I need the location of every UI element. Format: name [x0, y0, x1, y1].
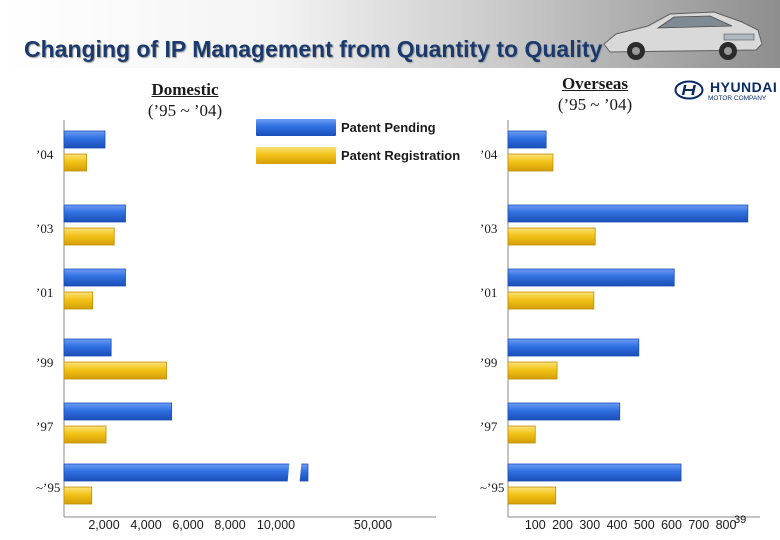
- domestic-title-range: (’95 ~ ’04): [147, 101, 223, 120]
- hyundai-logo: HYUNDAI MOTOR COMPANY: [674, 79, 778, 105]
- domestic-bar-registration-4: [63, 425, 107, 444]
- domestic-category-label: ~’95: [36, 480, 61, 495]
- legend-label-registration: Patent Registration: [341, 148, 461, 163]
- domestic-bar-pending-3: [63, 338, 112, 357]
- domestic-x-tick-label: 10,000: [256, 518, 296, 532]
- domestic-category-label: ’04: [36, 147, 54, 162]
- domestic-x-tick-label: 50,000: [353, 518, 393, 532]
- overseas-title-main: Overseas: [561, 74, 629, 93]
- domestic-x-tick-label: 2,000: [88, 518, 120, 532]
- overseas-bar-pending-0: [507, 130, 547, 149]
- domestic-bar-pending-0: [63, 130, 106, 149]
- overseas-x-tick-label: 800: [715, 518, 737, 532]
- domestic-bar-pending-5: [63, 463, 292, 482]
- domestic-bar-pending-4: [63, 402, 173, 421]
- legend-label-pending: Patent Pending: [341, 120, 436, 135]
- domestic-category-label: ’01: [36, 285, 54, 300]
- car-image: [603, 11, 763, 60]
- overseas-category-label: ’97: [480, 419, 498, 434]
- domestic-title-main: Domestic: [151, 80, 219, 99]
- logo-subtext: MOTOR COMPANY: [708, 95, 767, 102]
- overseas-category-label: ~’95: [480, 480, 505, 495]
- domestic-bar-pending-5-break: [287, 462, 295, 483]
- overseas-bar-pending-5: [507, 463, 682, 482]
- overseas-bar-pending-2: [507, 268, 675, 287]
- header-banner: Changing of IP Management from Quantity …: [0, 0, 780, 68]
- overseas-bar-registration-2: [507, 291, 595, 310]
- overseas-category-label: ’99: [480, 355, 498, 370]
- overseas-category-label: ’01: [480, 285, 498, 300]
- overseas-bar-registration-1: [507, 227, 596, 246]
- domestic-category-label: ’99: [36, 355, 54, 370]
- domestic-x-tick-label: 8,000: [214, 518, 246, 532]
- overseas-x-tick-label: 200: [552, 518, 573, 532]
- domestic-bar-pending-2: [63, 268, 126, 287]
- domestic-bar-registration-1: [63, 227, 115, 246]
- overseas-title-range: (’95 ~ ’04): [557, 95, 633, 114]
- hyundai-emblem-icon: [674, 80, 704, 100]
- domestic-bar-registration-0: [63, 153, 87, 172]
- domestic-bar-registration-3: [63, 361, 167, 380]
- domestic-bar-pending-1: [63, 204, 126, 223]
- legend-item-registration: Patent Registration: [256, 146, 496, 166]
- domestic-title: Domestic (’95 ~ ’04): [135, 80, 235, 121]
- domestic-x-tick-label: 4,000: [130, 518, 162, 532]
- legend-swatch-pending: [256, 119, 336, 136]
- domestic-x-tick-label: 6,000: [172, 518, 204, 532]
- overseas-bar-registration-4: [507, 425, 536, 444]
- overseas-x-tick-label: 100: [524, 518, 546, 532]
- overseas-x-tick-label: 600: [661, 518, 682, 532]
- page-number: 39: [734, 514, 747, 526]
- overseas-title: Overseas (’95 ~ ’04): [545, 74, 645, 115]
- overseas-x-tick-label: 300: [579, 518, 601, 532]
- overseas-bar-registration-3: [507, 361, 558, 380]
- page-title: Changing of IP Management from Quantity …: [24, 36, 603, 62]
- logo-wordmark: HYUNDAI: [710, 79, 778, 95]
- overseas-category-label: ’03: [480, 221, 498, 236]
- overseas-bar-registration-0: [507, 153, 554, 172]
- overseas-x-tick-label: 500: [633, 518, 655, 532]
- overseas-bar-registration-5: [507, 486, 557, 505]
- overseas-bar-pending-3: [507, 338, 640, 357]
- overseas-bar-pending-4: [507, 402, 621, 421]
- domestic-category-label: ’97: [36, 419, 54, 434]
- overseas-x-tick-label: 400: [606, 518, 628, 532]
- domestic-bar-registration-5: [63, 486, 93, 505]
- overseas-bar-pending-1: [507, 204, 749, 223]
- legend-item-pending: Patent Pending: [256, 118, 496, 138]
- domestic-category-label: ’03: [36, 221, 54, 236]
- domestic-bar-pending-5-break-2: [294, 462, 302, 483]
- overseas-category-label: ’04: [480, 147, 498, 162]
- overseas-x-tick-label: 700: [688, 518, 710, 532]
- legend-swatch-registration: [256, 147, 336, 164]
- domestic-bar-registration-2: [63, 291, 94, 310]
